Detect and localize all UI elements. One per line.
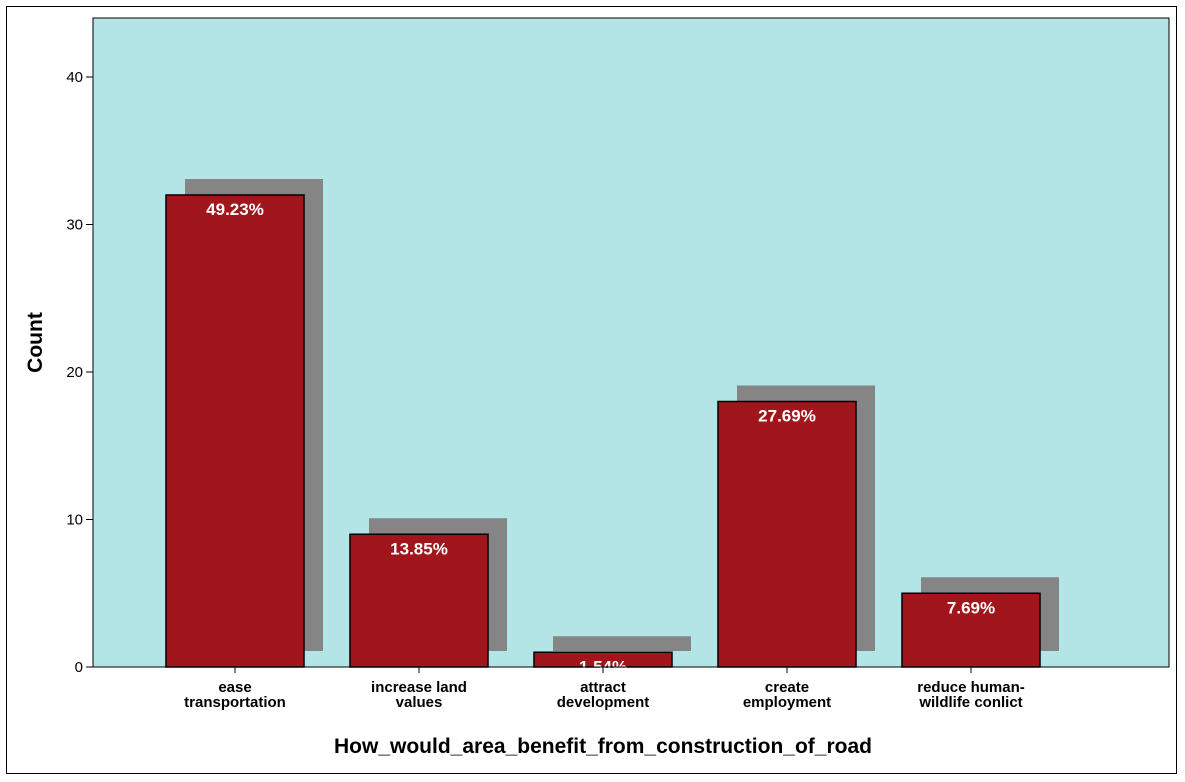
data-label: 7.69% xyxy=(947,598,995,617)
bar xyxy=(718,402,856,668)
data-label: 13.85% xyxy=(390,539,448,558)
y-tick-label: 0 xyxy=(75,659,83,676)
bar-shadow xyxy=(553,636,691,651)
x-tick-label: employment xyxy=(743,694,831,711)
y-axis-title: Count xyxy=(24,312,47,373)
x-axis-title: How_would_area_benefit_from_construction… xyxy=(334,735,872,758)
x-tick-label: development xyxy=(557,694,650,711)
bar xyxy=(166,195,304,667)
x-tick-label: values xyxy=(396,694,443,711)
y-tick-label: 20 xyxy=(66,364,83,381)
x-tick-label: wildlife conlict xyxy=(918,694,1022,711)
data-label: 49.23% xyxy=(206,200,264,219)
y-axis: 0 10 20 30 40 xyxy=(66,18,93,676)
y-tick-label: 10 xyxy=(66,512,83,529)
y-tick-label: 30 xyxy=(66,217,83,234)
data-label: 27.69% xyxy=(758,407,816,426)
x-tick-label: transportation xyxy=(184,694,286,711)
y-tick-label: 40 xyxy=(66,69,83,86)
